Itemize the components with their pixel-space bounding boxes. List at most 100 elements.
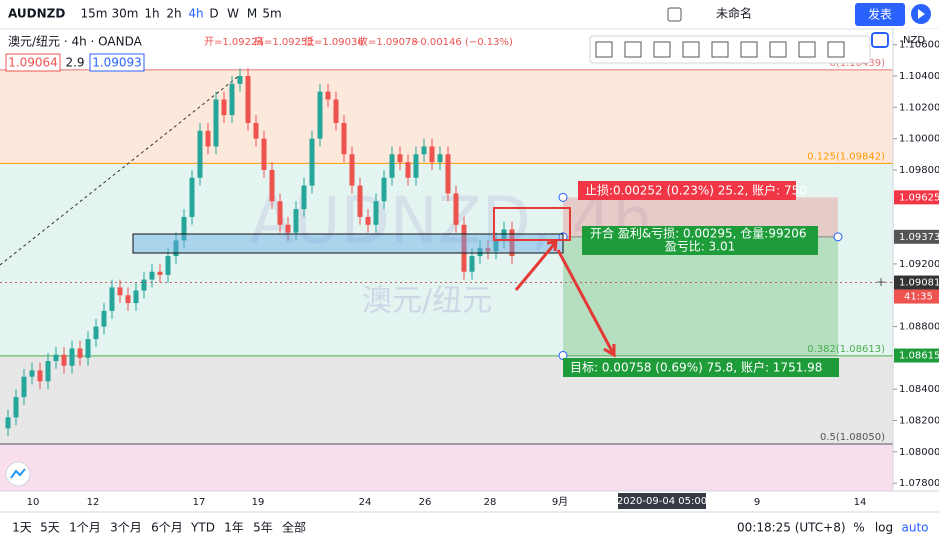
candle-body — [253, 122, 259, 139]
arrow — [556, 249, 616, 358]
time-axis — [0, 491, 939, 547]
candle-body — [61, 354, 67, 366]
interval-button[interactable]: M — [247, 7, 257, 21]
candle-body — [461, 224, 467, 272]
logo-icon — [10, 468, 26, 479]
range-button[interactable]: 1年 — [224, 521, 244, 535]
candle-body — [189, 177, 195, 217]
price-tick-label: 1.08400 — [899, 384, 939, 395]
candle-body — [229, 83, 235, 116]
candle-body — [309, 138, 315, 186]
fib-label: 0.382(1.08613) — [807, 344, 885, 355]
drawing-tool[interactable] — [711, 41, 729, 58]
drawing-tool[interactable] — [740, 41, 758, 58]
drawing-toolbar — [589, 35, 871, 64]
highlight-box — [493, 207, 571, 241]
interval-button[interactable]: 30m — [112, 7, 139, 21]
range-button[interactable]: 6个月 — [151, 521, 183, 535]
candle-body — [477, 248, 483, 257]
time-cursor: 2020-09-04 05:00 — [617, 496, 707, 507]
candle-body — [125, 295, 131, 304]
interval-button[interactable]: 2h — [166, 7, 181, 21]
entry-price: 1.09373 — [899, 232, 939, 243]
candle-body — [141, 279, 147, 291]
ask[interactable]: 1.09093 — [92, 56, 142, 70]
collapse-button[interactable] — [871, 32, 889, 48]
drawing-tool[interactable] — [653, 41, 671, 58]
time-label: 10 — [27, 497, 40, 508]
candle-body — [509, 229, 515, 257]
handle[interactable] — [833, 232, 843, 242]
bid-box[interactable] — [5, 53, 61, 72]
candle-body — [85, 339, 91, 358]
candle-body — [221, 99, 227, 116]
range-button[interactable]: 1天 — [12, 521, 32, 535]
top-toolbar — [0, 0, 939, 29]
scale-option[interactable]: auto — [901, 521, 928, 535]
range-button[interactable]: 3个月 — [110, 521, 142, 535]
time-label: 9 — [754, 497, 760, 508]
ask-box[interactable] — [89, 53, 145, 72]
last-price-bg — [894, 275, 939, 290]
last-price: 1.09081 — [899, 278, 939, 289]
interval-button[interactable]: 1h — [144, 7, 159, 21]
interval-button[interactable]: 15m — [81, 7, 108, 21]
handle[interactable] — [558, 192, 568, 202]
range-button[interactable]: YTD — [190, 521, 215, 535]
price-tick-label: 1.10600 — [899, 40, 939, 51]
drawing-tool[interactable] — [682, 41, 700, 58]
range-button[interactable]: 5天 — [40, 521, 60, 535]
candle-body — [157, 271, 163, 275]
candle-body — [93, 326, 99, 340]
candle-body — [213, 99, 219, 147]
price-tick-label: 1.08000 — [899, 447, 939, 458]
price-axis — [893, 29, 939, 491]
candle-body — [437, 154, 443, 163]
price-tick-label: 1.08200 — [899, 416, 939, 427]
stop-price-bg — [894, 190, 939, 205]
range-button[interactable]: 5年 — [253, 521, 273, 535]
interval-button[interactable]: D — [209, 7, 218, 21]
fib-band — [0, 444, 893, 491]
interval-button[interactable]: W — [227, 7, 239, 21]
candle-body — [21, 376, 27, 398]
layout-name[interactable]: 未命名 — [716, 6, 752, 21]
publish-label[interactable]: 发表 — [868, 7, 892, 22]
ohlc-value: 开=1.09224 — [204, 37, 264, 48]
clock: 00:18:25 (UTC+8) — [737, 521, 846, 535]
candle-body — [293, 209, 299, 233]
drawing-tool[interactable] — [595, 41, 613, 58]
stop-label: 止损:0.00252 (0.23%) 25.2, 账户: 750 — [585, 183, 807, 198]
drawing-tool[interactable] — [769, 41, 787, 58]
entry-price-bg — [894, 229, 939, 244]
drawing-tool[interactable] — [798, 41, 816, 58]
drawing-tool[interactable] — [624, 41, 642, 58]
price-tick-label: 1.10400 — [899, 71, 939, 82]
candle-body — [413, 154, 419, 178]
symbol: AUDNZD — [8, 7, 65, 21]
price-tick-label: 1.08800 — [899, 322, 939, 333]
candle-body — [341, 122, 347, 155]
candle-body — [109, 287, 115, 311]
candle-body — [397, 154, 403, 163]
range-button[interactable]: 1个月 — [69, 521, 101, 535]
range-button[interactable]: 全部 — [282, 520, 306, 535]
candle-body — [37, 370, 43, 382]
bid[interactable]: 1.09064 — [8, 56, 58, 70]
candle-body — [77, 348, 83, 358]
candle-body — [181, 216, 187, 241]
candle-body — [333, 99, 339, 123]
candle-body — [133, 290, 139, 304]
interval-button[interactable]: 5m — [262, 7, 281, 21]
publish-button[interactable] — [855, 3, 905, 26]
scale-option[interactable]: % — [853, 521, 864, 535]
candle-body — [317, 91, 323, 139]
candle-body — [485, 248, 491, 252]
zone-rectangle — [132, 233, 564, 254]
price-tick-label: 1.09800 — [899, 165, 939, 176]
drawing-tool[interactable] — [827, 41, 845, 58]
scale-option[interactable]: log — [875, 521, 893, 535]
checkbox[interactable] — [667, 7, 682, 22]
candle-body — [29, 370, 35, 377]
interval-button[interactable]: 4h — [188, 7, 203, 21]
